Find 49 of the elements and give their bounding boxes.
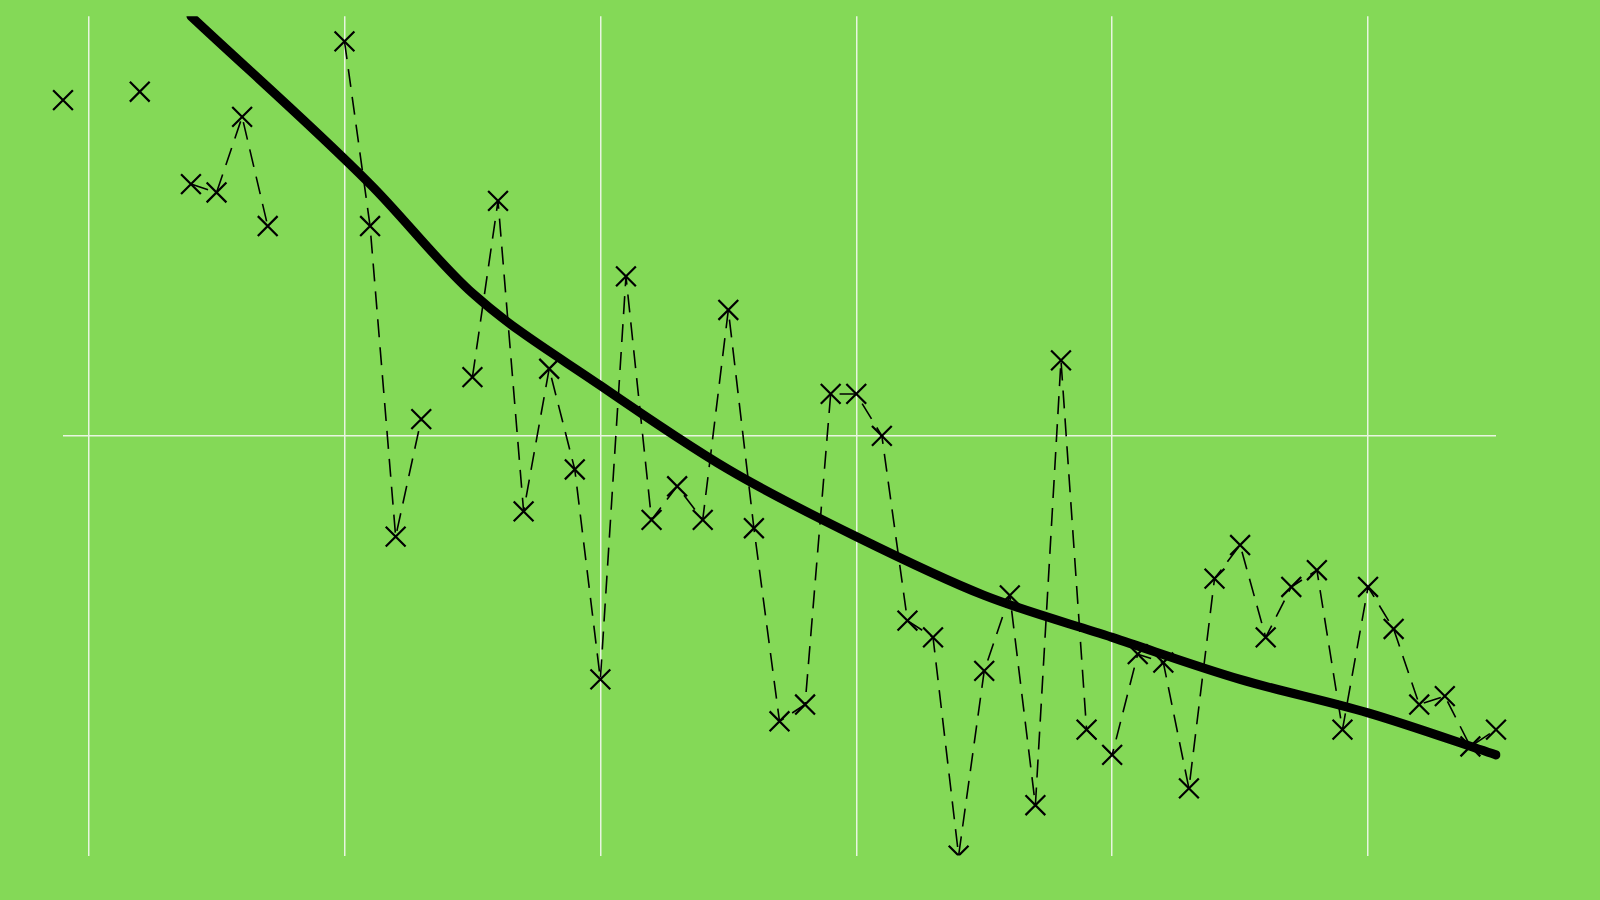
point [998,584,1021,607]
point [742,517,765,540]
point [1101,743,1124,766]
point [691,508,714,531]
point [794,693,817,716]
point [614,265,637,288]
point [487,189,510,212]
point [1203,567,1226,590]
point [359,215,382,238]
point [1229,534,1252,557]
point [1433,685,1456,708]
point [128,80,151,103]
point [589,668,612,691]
point [410,408,433,431]
point [1331,718,1354,741]
point [512,500,535,523]
point [384,525,407,548]
point [819,382,842,405]
point [333,30,356,53]
point [640,508,663,531]
point [870,424,893,447]
point [1152,651,1175,674]
point [538,357,561,380]
point [973,659,996,682]
point [1075,718,1098,741]
point [563,458,586,481]
point [231,105,254,128]
point [896,609,919,632]
point [1177,777,1200,800]
point [1305,559,1328,582]
point [1382,617,1405,640]
point [1357,575,1380,598]
point [461,366,484,389]
point [1254,626,1277,649]
point [256,215,279,238]
point [1280,575,1303,598]
point [205,181,228,204]
point [717,298,740,321]
point [922,626,945,649]
point [666,475,689,498]
point [1126,643,1149,666]
point [179,173,202,196]
point [1408,693,1431,716]
point [1024,794,1047,817]
point [845,382,868,405]
point [768,710,791,733]
point [1485,718,1507,741]
point [1049,349,1072,372]
point [52,89,74,112]
